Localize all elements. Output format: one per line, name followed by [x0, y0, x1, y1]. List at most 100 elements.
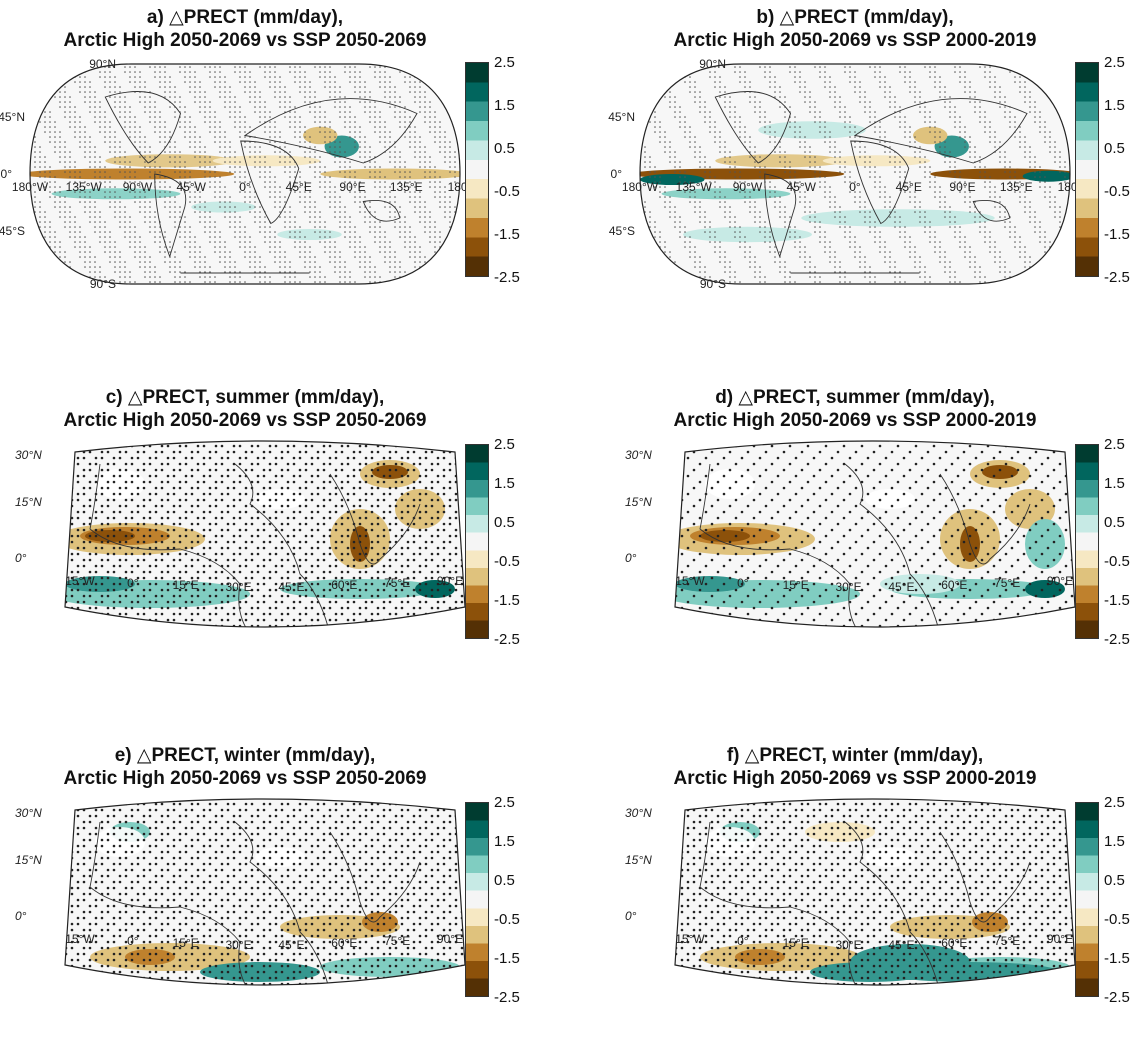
longitude-label: 30°E: [835, 938, 861, 952]
longitude-label: 0°: [239, 180, 251, 194]
anomaly-region: [125, 949, 175, 965]
longitude-label: 180°W: [622, 180, 659, 194]
longitude-label: 45°E: [896, 180, 922, 194]
colorbar: [1075, 62, 1099, 277]
longitude-label: 15°E: [783, 936, 809, 950]
colorbar-tick-label: 0.5: [494, 141, 515, 156]
colorbar-tick-label: -0.5: [494, 184, 520, 199]
longitude-label: 0°: [737, 934, 749, 948]
anomaly-region: [700, 530, 750, 542]
latitude-label: 0°: [15, 909, 27, 923]
colorbar-tick-label: 2.5: [494, 55, 515, 70]
panel-title-line1: b) △PRECT (mm/day),: [620, 6, 1090, 29]
longitude-label: 60°E: [331, 578, 357, 592]
anomaly-region: [801, 209, 995, 227]
longitude-label: 90°W: [733, 180, 763, 194]
longitude-label: 60°E: [941, 936, 967, 950]
latitude-label: 0°: [15, 551, 27, 565]
panel-title-line2: Arctic High 2050-2069 vs SSP 2050-2069: [10, 29, 480, 52]
colorbar-tick-label: -2.5: [494, 270, 520, 285]
colorbar-tick-label: -1.5: [494, 227, 520, 242]
longitude-label: 135°W: [676, 180, 713, 194]
longitude-label: 135°E: [1000, 180, 1033, 194]
anomaly-region: [213, 155, 321, 166]
latitude-label: 45°S: [609, 224, 635, 238]
latitude-label: 30°N: [625, 806, 652, 820]
longitude-label: 135°W: [66, 180, 103, 194]
anomaly-region: [1025, 519, 1065, 569]
colorbar-tick-label: 1.5: [494, 476, 515, 491]
anomaly-region: [865, 489, 915, 509]
anomaly-region: [805, 822, 875, 842]
longitude-label: 60°E: [331, 936, 357, 950]
longitude-label: 15°E: [173, 936, 199, 950]
longitude-label: 0°: [127, 934, 139, 948]
anomaly-region: [362, 912, 398, 932]
panel-title-line2: Arctic High 2050-2069 vs SSP 2000-2019: [620, 767, 1090, 790]
latitude-label: 90°N: [89, 57, 116, 71]
longitude-label: 45°W: [177, 180, 207, 194]
latitude-label: 45°N: [608, 110, 635, 124]
longitude-label: 90°E: [437, 932, 463, 946]
colorbar-tick-label: 2.5: [1104, 55, 1125, 70]
panel-f: f) △PRECT, winter (mm/day), Arctic High …: [620, 744, 1142, 1054]
anomaly-region: [913, 127, 947, 145]
colorbar-tick-label: 0.5: [494, 873, 515, 888]
anomaly-region: [255, 847, 305, 867]
panel-title-line1: e) △PRECT, winter (mm/day),: [10, 744, 480, 767]
latitude-label: 45°N: [0, 110, 25, 124]
panel-title-line2: Arctic High 2050-2069 vs SSP 2000-2019: [620, 409, 1090, 432]
colorbar-tick-label: -0.5: [1104, 184, 1130, 199]
anomaly-region: [705, 469, 755, 499]
colorbar-tick-label: 1.5: [1104, 476, 1125, 491]
panel-title: e) △PRECT, winter (mm/day), Arctic High …: [10, 744, 480, 790]
latitude-label: 15°N: [15, 495, 42, 509]
colorbar-tick-label: 1.5: [1104, 834, 1125, 849]
panel-title-line1: f) △PRECT, winter (mm/day),: [620, 744, 1090, 767]
longitude-label: 45°W: [787, 180, 817, 194]
anomaly-region: [683, 227, 812, 242]
latitude-label: 15°N: [625, 495, 652, 509]
anomaly-region: [200, 962, 320, 982]
colorbar-tick-label: 1.5: [494, 98, 515, 113]
colorbar-tick-label: 1.5: [1104, 98, 1125, 113]
colorbar-tick-label: 2.5: [1104, 795, 1125, 810]
panel-b: b) △PRECT (mm/day), Arctic High 2050-206…: [620, 4, 1142, 314]
anomaly-region: [320, 169, 471, 180]
longitude-label: 60°E: [941, 578, 967, 592]
latitude-label: 30°N: [15, 448, 42, 462]
longitude-label: 15°W: [65, 932, 95, 946]
longitude-label: 75°E: [384, 934, 410, 948]
anomaly-region: [191, 202, 256, 213]
colorbar-tick-label: -1.5: [1104, 951, 1130, 966]
anomaly-region: [85, 530, 135, 542]
colorbar: [465, 444, 489, 639]
panel-title-line1: c) △PRECT, summer (mm/day),: [10, 386, 480, 409]
latitude-label: 0°: [611, 167, 623, 181]
longitude-label: 135°E: [390, 180, 423, 194]
longitude-label: 45°E: [888, 580, 914, 594]
longitude-label: 90°E: [339, 180, 365, 194]
longitude-label: 15°W: [675, 932, 705, 946]
longitude-label: 30°E: [835, 580, 861, 594]
colorbar-tick-label: -2.5: [494, 990, 520, 1005]
longitude-label: 0°: [849, 180, 861, 194]
latitude-label: 15°N: [15, 853, 42, 867]
panel-title: f) △PRECT, winter (mm/day), Arctic High …: [620, 744, 1090, 790]
longitude-label: 45°E: [286, 180, 312, 194]
colorbar-tick-label: -0.5: [494, 554, 520, 569]
longitude-label: 180°W: [12, 180, 49, 194]
panel-c: c) △PRECT, summer (mm/day), Arctic High …: [10, 386, 570, 696]
latitude-label: 0°: [625, 551, 637, 565]
longitude-label: 90°E: [437, 574, 463, 588]
panel-title: d) △PRECT, summer (mm/day), Arctic High …: [620, 386, 1090, 432]
panel-a: a) △PRECT (mm/day), Arctic High 2050-206…: [10, 4, 570, 314]
panel-title-line1: d) △PRECT, summer (mm/day),: [620, 386, 1090, 409]
anomaly-region: [705, 827, 755, 857]
longitude-label: 15°W: [675, 574, 705, 588]
colorbar-tick-label: 0.5: [1104, 873, 1125, 888]
anomaly-region: [735, 949, 785, 965]
